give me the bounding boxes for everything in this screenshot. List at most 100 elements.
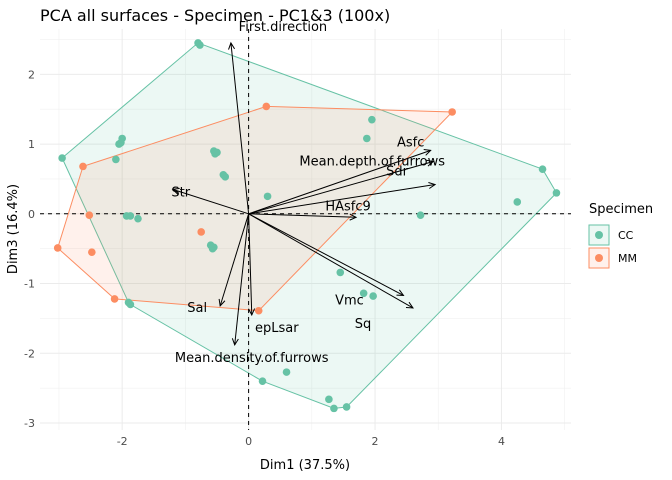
data-points bbox=[53, 39, 561, 413]
legend-key-point bbox=[595, 231, 603, 239]
point-cc bbox=[115, 140, 123, 148]
legend-item-cc: CC bbox=[588, 224, 634, 246]
point-cc bbox=[538, 165, 547, 173]
point-cc bbox=[210, 243, 218, 252]
arrow-label: epLsar bbox=[255, 321, 299, 336]
point-cc bbox=[213, 148, 221, 157]
arrow-head bbox=[218, 298, 226, 307]
point-cc bbox=[513, 198, 522, 206]
point-mm bbox=[88, 248, 96, 256]
arrow-head bbox=[349, 213, 358, 221]
group-hulls bbox=[57, 42, 558, 409]
y-axis-label: Dim3 (16.4%) bbox=[6, 184, 21, 274]
arrow-label: First.direction bbox=[239, 20, 327, 35]
point-cc bbox=[325, 395, 333, 404]
arrow-head bbox=[248, 308, 256, 317]
arrow-line bbox=[248, 213, 404, 296]
arrow-head bbox=[423, 149, 432, 156]
arrow-head bbox=[231, 338, 239, 347]
point-mm bbox=[197, 228, 205, 236]
legend-label: CC bbox=[618, 229, 634, 242]
point-cc bbox=[369, 292, 377, 300]
point-cc bbox=[552, 189, 561, 197]
arrow-head bbox=[428, 182, 437, 189]
chart-title: PCA all surfaces - Specimen - PC1&3 (100… bbox=[40, 6, 390, 25]
y-tick-label: 1 bbox=[28, 138, 35, 151]
arrow-line bbox=[230, 42, 250, 214]
arrow-line bbox=[248, 213, 253, 315]
point-mm bbox=[85, 211, 94, 220]
legend-key-point bbox=[595, 254, 603, 262]
point-mm bbox=[110, 295, 119, 303]
arrow-label: Sdr bbox=[386, 165, 409, 180]
arrow-str: Str bbox=[171, 185, 249, 215]
arrow-vmc: Vmc bbox=[248, 213, 405, 308]
plot-panel bbox=[40, 29, 571, 430]
arrow-label: Mean.density.of.furrows bbox=[175, 351, 329, 366]
arrow-head bbox=[228, 41, 236, 50]
y-tick-label: 0 bbox=[28, 208, 35, 221]
point-mm bbox=[254, 306, 263, 315]
point-cc bbox=[263, 192, 272, 201]
y-tick-label: -3 bbox=[24, 417, 35, 430]
legend-item-mm: MM bbox=[588, 247, 637, 269]
y-tick-label: -1 bbox=[24, 278, 35, 291]
arrow-mean-density-of-furrows: Mean.density.of.furrows bbox=[175, 213, 329, 366]
point-cc bbox=[58, 154, 66, 162]
arrow-label: Vmc bbox=[335, 293, 364, 308]
point-cc bbox=[359, 289, 368, 298]
arrow-mean-depth-of-furrows: Mean.depth.of.furrows bbox=[248, 155, 445, 215]
arrow-label: Mean.depth.of.furrows bbox=[299, 155, 445, 170]
arrow-head bbox=[426, 159, 435, 167]
point-cc bbox=[258, 377, 267, 385]
point-cc bbox=[126, 300, 135, 309]
arrow-eplsar: epLsar bbox=[248, 213, 299, 336]
arrow-hasfc9: HAsfc9 bbox=[248, 199, 371, 221]
legend-label: MM bbox=[618, 252, 637, 265]
point-mm bbox=[79, 162, 87, 171]
x-tick-label: 0 bbox=[245, 435, 252, 448]
arrow-label: Sq bbox=[355, 317, 372, 332]
arrow-line bbox=[234, 213, 250, 345]
point-cc bbox=[126, 212, 135, 220]
arrow-line bbox=[248, 161, 434, 215]
x-tick-label: 4 bbox=[498, 435, 505, 448]
point-cc bbox=[221, 173, 230, 181]
point-cc bbox=[342, 403, 351, 411]
arrow-label: Str bbox=[171, 185, 190, 200]
point-cc bbox=[416, 211, 425, 220]
point-cc bbox=[368, 115, 376, 124]
arrow-sdr: Sdr bbox=[248, 165, 437, 215]
arrow-line bbox=[219, 213, 250, 307]
point-mm bbox=[262, 102, 271, 111]
arrow-head bbox=[396, 289, 405, 296]
point-cc bbox=[330, 404, 338, 413]
point-cc bbox=[282, 368, 291, 376]
y-tick-label: 2 bbox=[28, 68, 35, 81]
arrow-sq: Sq bbox=[248, 213, 414, 332]
arrow-asfc: Asfc bbox=[248, 135, 432, 215]
legend: Specimen CC MM bbox=[588, 202, 653, 269]
x-tick-label: -2 bbox=[117, 435, 128, 448]
point-cc bbox=[134, 214, 142, 223]
point-mm bbox=[448, 108, 456, 116]
y-tick-label: -2 bbox=[24, 347, 35, 360]
point-mm bbox=[53, 244, 62, 252]
arrow-head bbox=[405, 301, 414, 309]
arrow-label: HAsfc9 bbox=[325, 199, 370, 214]
arrow-first-direction: First.direction bbox=[228, 20, 327, 214]
variable-arrows: First.direction Asfc Mean.depth.of.furrows… bbox=[171, 20, 445, 366]
x-axis-label: Dim1 (37.5%) bbox=[260, 458, 350, 473]
x-tick-label: 2 bbox=[372, 435, 379, 448]
point-cc bbox=[196, 41, 204, 49]
arrow-label: Asfc bbox=[397, 135, 424, 150]
point-cc bbox=[112, 155, 120, 164]
arrow-sal: Sal bbox=[187, 213, 250, 316]
arrow-line bbox=[172, 188, 249, 215]
arrow-line bbox=[248, 149, 431, 215]
axis-ticks: -2 0 2 4 -3 -2 -1 0 1 2 bbox=[24, 68, 505, 448]
legend-title: Specimen bbox=[589, 202, 653, 217]
point-cc bbox=[363, 134, 371, 143]
arrow-line bbox=[248, 184, 436, 215]
